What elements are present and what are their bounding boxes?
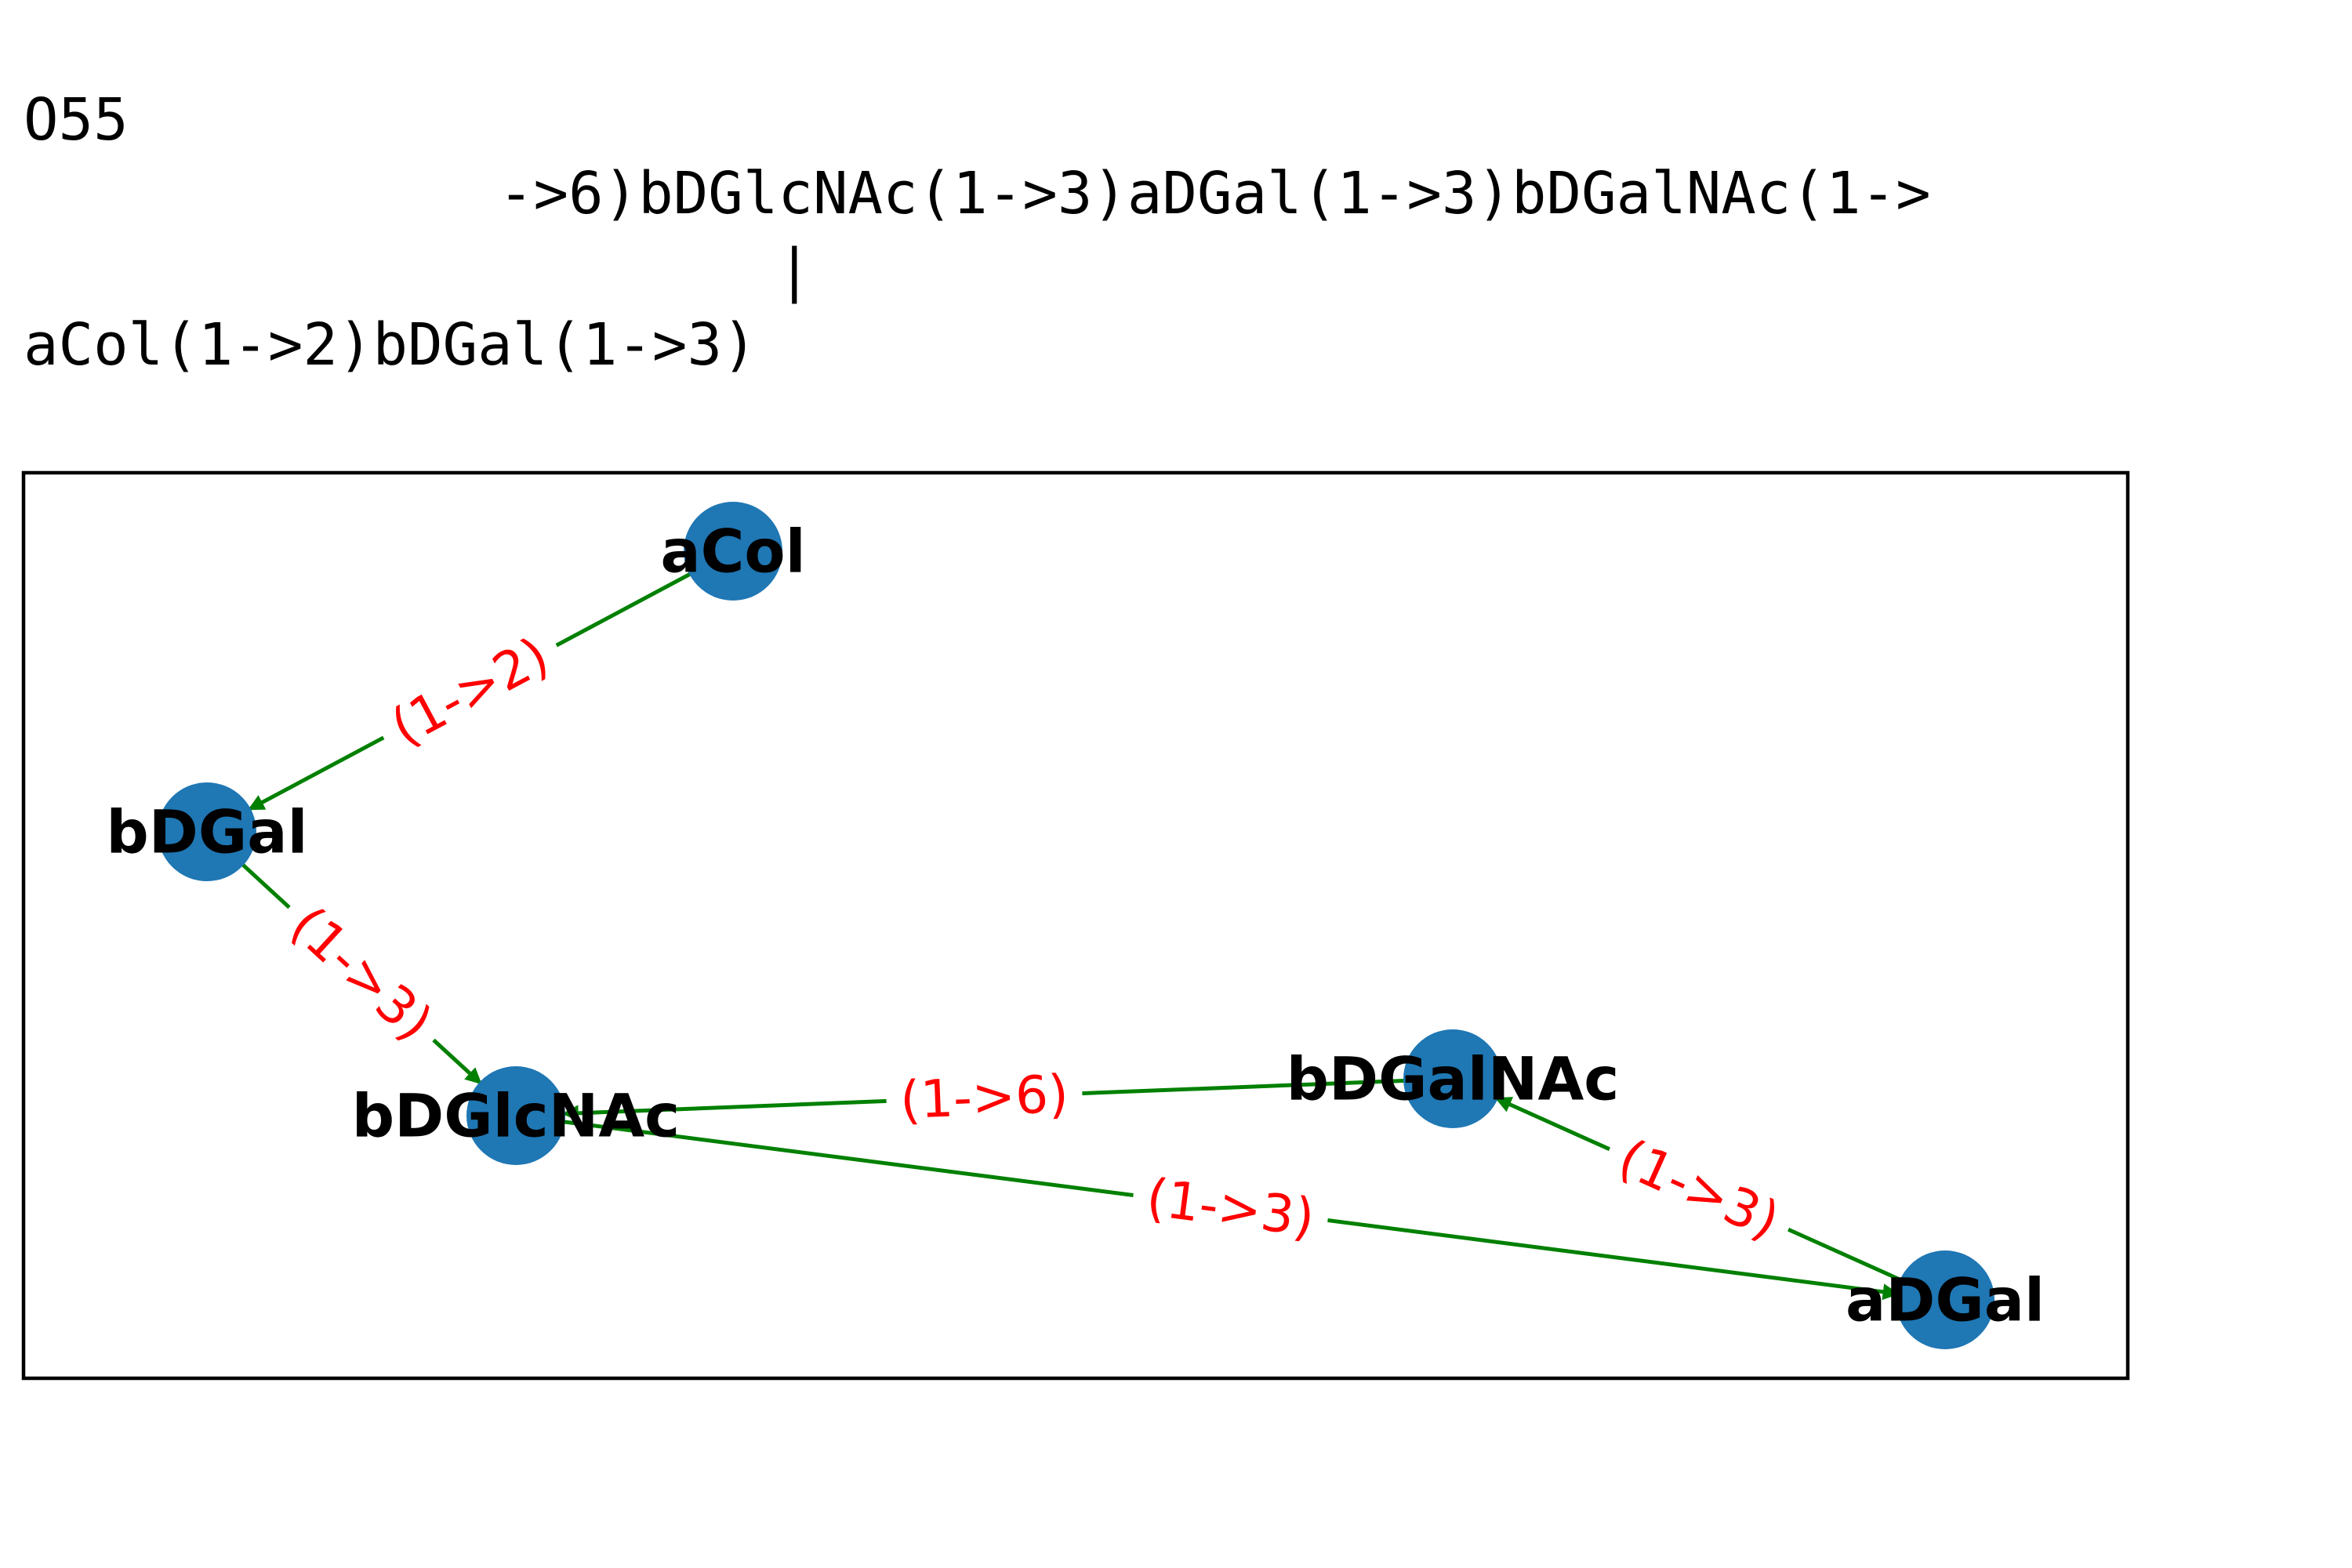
edge-label-background bbox=[884, 1058, 1084, 1136]
node-label-bDGlcNAc: bDGlcNAc bbox=[352, 1081, 680, 1151]
edge-label: (1->2) bbox=[382, 626, 559, 758]
diagram-frame bbox=[21, 470, 2130, 1381]
node-label-aCol: aCol bbox=[660, 517, 805, 586]
edge-label-group: (1->6) bbox=[884, 1058, 1084, 1136]
structure-id: O55 bbox=[24, 86, 129, 154]
node-bDGal bbox=[158, 782, 256, 881]
node-label-bDGal: bDGal bbox=[106, 797, 307, 867]
node-label-bDGalNAc: bDGalNAc bbox=[1287, 1044, 1620, 1114]
edge-labels-layer: (1->2) (1->3) (1->6) (1->3) (1->3) bbox=[266, 615, 1803, 1261]
edge-label-background bbox=[1595, 1117, 1803, 1261]
edge-label: (1->3) bbox=[279, 895, 444, 1053]
edge-label: (1->3) bbox=[1610, 1127, 1788, 1251]
node-aCol bbox=[684, 502, 782, 601]
node-bDGalNAc bbox=[1403, 1029, 1502, 1128]
edge-label: (1->6) bbox=[899, 1064, 1069, 1131]
nodes-layer bbox=[158, 502, 1994, 1349]
edge-label-group: (1->3) bbox=[1595, 1117, 1803, 1261]
edge-label-background bbox=[1128, 1160, 1333, 1255]
structure-branch-bar: | bbox=[777, 237, 812, 304]
edge-label-background bbox=[367, 615, 573, 768]
edge-label-group: (1->3) bbox=[1128, 1160, 1333, 1255]
edge-label-group: (1->3) bbox=[266, 882, 457, 1065]
structure-branch: aCol(1->2)bDGal(1->3) bbox=[24, 311, 757, 379]
node-aDGal bbox=[1896, 1250, 1994, 1349]
edge-label-background bbox=[266, 882, 457, 1065]
node-bDGlcNAc bbox=[466, 1066, 565, 1165]
node-label-aDGal: aDGal bbox=[1846, 1265, 2045, 1335]
edge-label: (1->3) bbox=[1143, 1167, 1318, 1249]
node-labels-layer: aCol bDGal bDGlcNAc bDGalNAc aDGal bbox=[106, 517, 2045, 1335]
edge-label-group: (1->2) bbox=[367, 615, 573, 768]
structure-main-chain: ->6)bDGlcNAc(1->3)aDGal(1->3)bDGalNAc(1-… bbox=[499, 160, 1931, 227]
